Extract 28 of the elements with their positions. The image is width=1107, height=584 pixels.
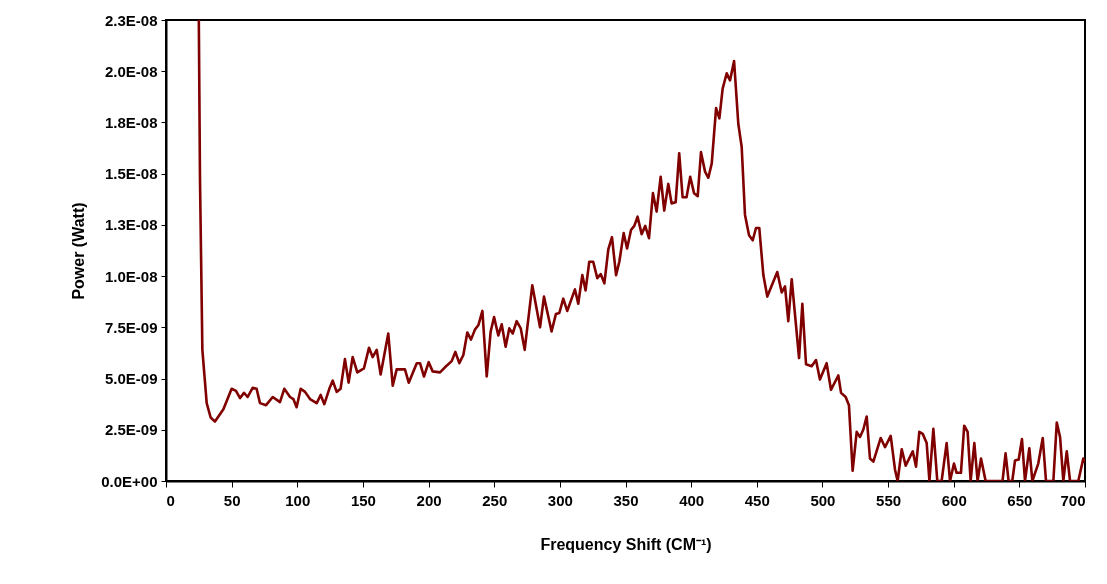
x-tick-label: 650 (1007, 491, 1033, 509)
y-axis-title: Power (Watt) (70, 202, 88, 300)
y-tick-label: 1.5E-08 (104, 165, 158, 183)
line-series (197, 20, 1085, 481)
x-tick-label: 400 (679, 491, 705, 509)
x-tick-label: 550 (876, 491, 902, 509)
x-tick-label: 100 (285, 491, 311, 509)
x-tick-label: 0 (166, 491, 175, 509)
y-tick-label: 2.5E-09 (104, 421, 158, 439)
y-tick-label: 2.0E-08 (104, 62, 158, 80)
x-tick-label: 500 (810, 491, 836, 509)
x-tick-label: 700 (1060, 491, 1086, 509)
x-tick-label: 350 (613, 491, 639, 509)
y-tick-label: 5.0E-09 (104, 370, 158, 388)
y-tick-label: 2.3E-08 (104, 11, 158, 29)
x-axis-title: Frequency Shift (CM⁻¹) (540, 535, 712, 553)
x-tick-label: 200 (416, 491, 442, 509)
x-tick-label: 600 (941, 491, 967, 509)
x-tick-label: 150 (350, 491, 376, 509)
y-tick-label: 1.0E-08 (104, 267, 158, 285)
x-tick-label: 50 (223, 491, 241, 509)
y-tick-label: 7.5E-09 (104, 318, 158, 336)
x-tick-label: 250 (482, 491, 508, 509)
x-tick-label: 450 (744, 491, 770, 509)
y-tick-label: 0.0E+00 (101, 472, 158, 490)
x-tick-label: 300 (547, 491, 573, 509)
y-tick-label: 1.8E-08 (104, 113, 158, 131)
y-tick-label: 1.3E-08 (104, 216, 158, 234)
